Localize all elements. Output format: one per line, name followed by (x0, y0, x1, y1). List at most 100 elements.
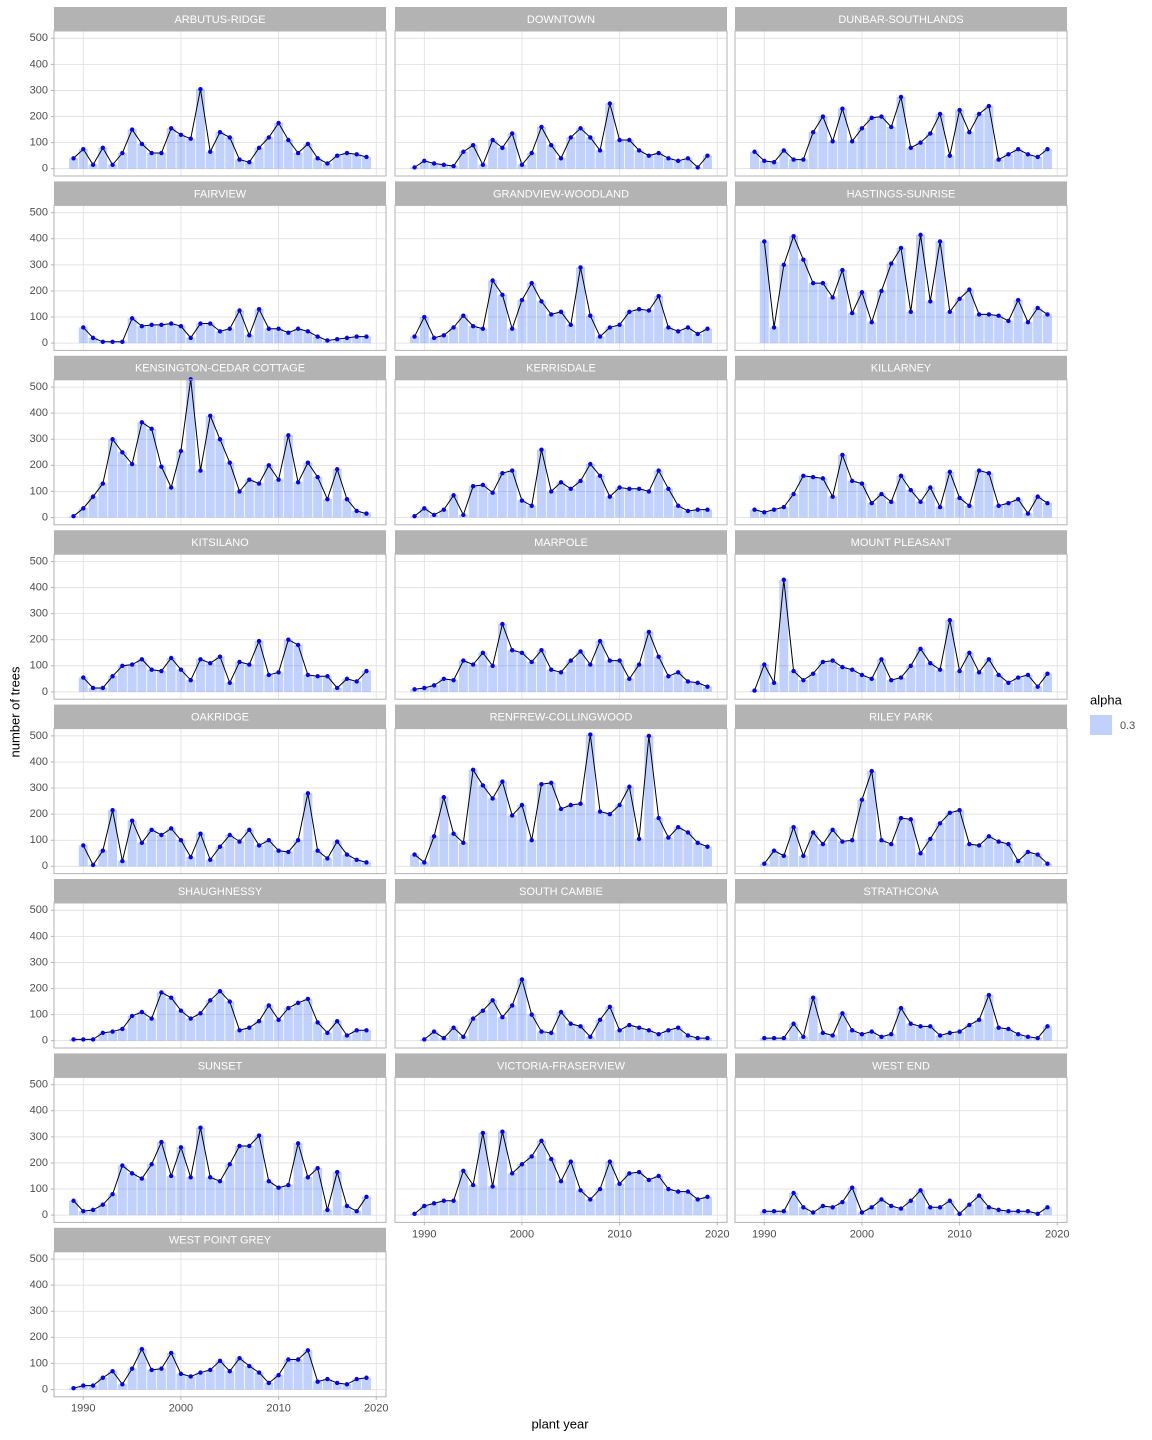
point (120, 450, 125, 455)
bar (798, 259, 808, 344)
bar (332, 1172, 342, 1216)
bar (313, 1168, 323, 1216)
x-tick-label: 1990 (71, 1403, 95, 1415)
point (597, 638, 603, 644)
point (509, 326, 515, 331)
point (607, 1004, 613, 1009)
point (490, 490, 495, 495)
point (810, 671, 816, 676)
bar (283, 1185, 293, 1216)
bar (439, 797, 449, 867)
bar (303, 674, 313, 692)
bar (906, 490, 916, 518)
point (139, 420, 145, 425)
bar (1003, 320, 1013, 344)
bar (1023, 851, 1033, 867)
bar (847, 313, 857, 344)
panel-border (53, 902, 387, 1049)
bar (361, 336, 371, 344)
bar (896, 96, 906, 169)
bar (108, 439, 118, 518)
bar (1023, 674, 1033, 692)
bar (925, 1207, 935, 1216)
bar (342, 499, 352, 518)
point (908, 663, 913, 669)
bar (974, 314, 984, 344)
point (110, 1369, 115, 1374)
bar (439, 335, 449, 344)
strip (395, 181, 727, 206)
point (334, 153, 340, 158)
bar (925, 663, 935, 692)
bar (127, 1015, 137, 1041)
bar (857, 1034, 867, 1041)
panel-border (394, 728, 728, 875)
y-tick-label: 300 (30, 433, 48, 445)
bar (352, 154, 362, 169)
point (422, 860, 427, 865)
bar (439, 678, 449, 692)
point (588, 662, 593, 667)
bar (654, 1175, 664, 1216)
bar (769, 682, 779, 692)
point (685, 325, 691, 330)
point (480, 482, 486, 488)
point (705, 507, 710, 512)
point (675, 824, 681, 830)
bar (478, 484, 488, 518)
bar (283, 435, 293, 518)
bar (342, 678, 352, 692)
bar (166, 997, 176, 1041)
bar (1023, 154, 1033, 169)
bar (293, 1359, 303, 1390)
point (1006, 1208, 1011, 1214)
bar (322, 1032, 332, 1041)
point (695, 1197, 700, 1202)
bar (429, 836, 439, 867)
bar (789, 1192, 799, 1216)
point (849, 667, 855, 672)
point (149, 1367, 154, 1373)
bar (654, 153, 664, 169)
point (967, 1202, 972, 1207)
bar (693, 1199, 703, 1216)
point (1015, 297, 1021, 303)
bar (906, 147, 916, 169)
point (597, 809, 603, 814)
point (256, 306, 262, 312)
bar (215, 846, 225, 867)
strip-text: SHAUGHNESSY (178, 886, 263, 898)
bar (605, 660, 615, 692)
y-tick-label: 500 (30, 730, 48, 742)
bar (254, 147, 264, 169)
point (568, 486, 573, 492)
bar (156, 992, 166, 1041)
point (305, 141, 311, 147)
point (168, 1173, 174, 1179)
point (791, 824, 796, 830)
bar (254, 309, 264, 344)
bar (828, 829, 838, 867)
point (947, 1030, 953, 1036)
point (578, 1188, 583, 1193)
bar (566, 1023, 576, 1041)
point (286, 849, 291, 855)
point (295, 838, 301, 843)
point (266, 326, 272, 331)
strip-text: ARBUTUS-RIDGE (174, 14, 265, 26)
point (986, 657, 992, 662)
bar (313, 676, 323, 692)
point (869, 1205, 874, 1210)
point (588, 135, 593, 140)
strip-text: OAKRIDGE (191, 712, 249, 724)
bar (984, 1207, 994, 1216)
point (276, 326, 281, 331)
bar (857, 128, 867, 169)
point (149, 426, 154, 432)
point (81, 1383, 86, 1388)
bar (98, 483, 108, 518)
point (422, 314, 427, 320)
bar (274, 850, 284, 867)
point (578, 265, 583, 270)
bar (945, 812, 955, 867)
